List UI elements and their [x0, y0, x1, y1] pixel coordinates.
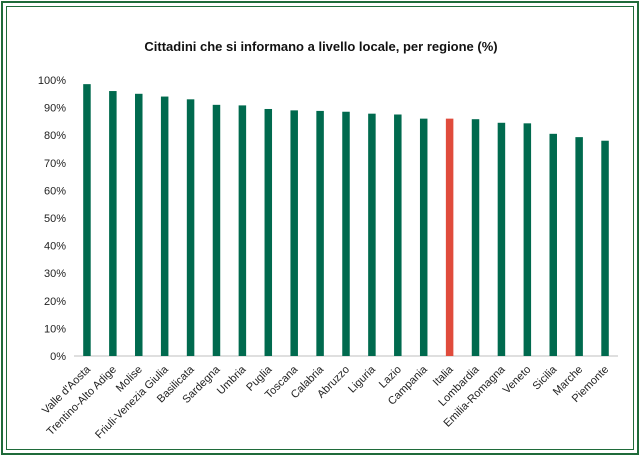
- bar: [212, 104, 221, 356]
- bar: [394, 114, 402, 356]
- bar: [575, 137, 583, 356]
- y-tick-label: 80%: [44, 130, 66, 142]
- bar: [523, 123, 532, 356]
- bar: [549, 133, 557, 356]
- y-tick-label: 30%: [44, 268, 66, 280]
- y-tick-label: 40%: [44, 241, 66, 253]
- bar: [160, 96, 169, 356]
- chart-title: Cittadini che si informano a livello loc…: [144, 39, 497, 54]
- y-tick-label: 50%: [44, 213, 66, 225]
- y-tick-label: 10%: [44, 323, 66, 335]
- y-tick-label: 20%: [44, 296, 66, 308]
- bar: [601, 140, 609, 356]
- y-tick-label: 90%: [44, 103, 66, 115]
- bar: [109, 91, 117, 356]
- x-tick-label: Veneto: [501, 364, 534, 397]
- y-axis-tick-labels: 0% 10% 20% 30% 40% 50% 60% 70% 80% 90% 100%: [38, 75, 66, 363]
- y-tick-label: 100%: [38, 75, 66, 87]
- bar: [419, 118, 428, 356]
- bar: [264, 108, 273, 356]
- bars-group: [83, 84, 609, 357]
- bar: [497, 122, 506, 356]
- x-tick-label: Umbria: [215, 363, 249, 397]
- chart-frame-inner: [6, 6, 634, 450]
- bar: [83, 84, 91, 356]
- x-tick-label: Liguria: [346, 363, 378, 395]
- bar: [135, 93, 143, 357]
- y-tick-label: 70%: [44, 158, 66, 170]
- bar: [290, 110, 298, 356]
- bar: [186, 99, 195, 356]
- y-tick-label: 60%: [44, 185, 66, 197]
- bar: [342, 111, 350, 357]
- bar: [238, 105, 247, 356]
- bar: [471, 119, 480, 356]
- bar: [445, 118, 454, 356]
- bar: [368, 113, 376, 356]
- bar: [316, 110, 324, 356]
- y-tick-label: 0%: [50, 351, 66, 363]
